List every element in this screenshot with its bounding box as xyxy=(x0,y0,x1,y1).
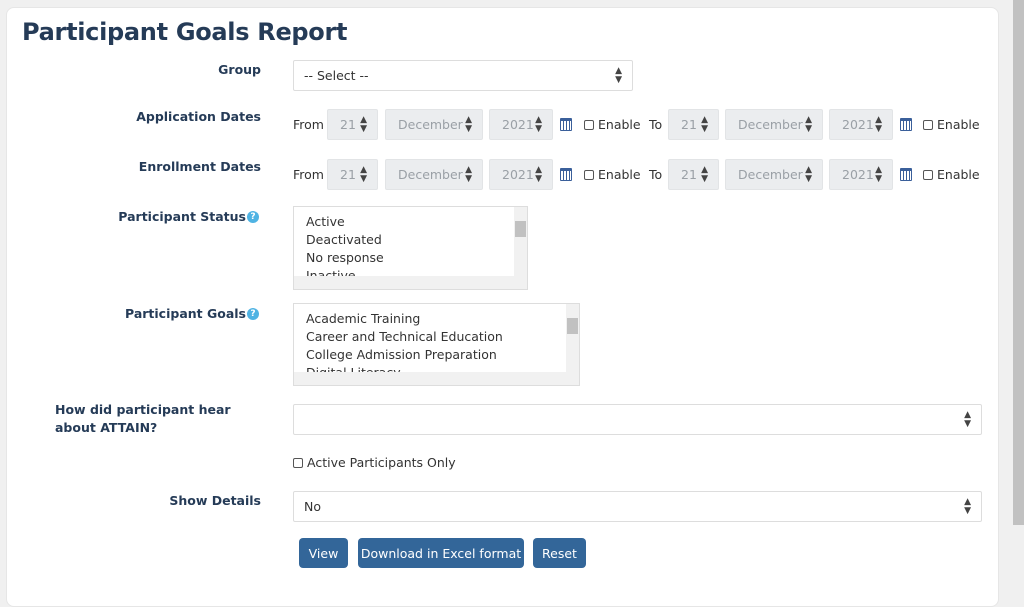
to-year-select[interactable]: 2021 ▲ ▼ xyxy=(829,109,893,140)
select-arrows-icon: ▲ ▼ xyxy=(964,496,971,516)
to-enable-checkbox[interactable]: Enable xyxy=(923,117,980,132)
from-enable-checkbox[interactable]: Enable xyxy=(584,117,641,132)
from-month-select[interactable]: December ▲ ▼ xyxy=(385,159,483,190)
from-day-select[interactable]: 21 ▲ ▼ xyxy=(327,159,378,190)
year-value: 2021 xyxy=(842,167,874,182)
select-arrows-icon: ▲ ▼ xyxy=(360,114,367,134)
list-option[interactable]: Career and Technical Education xyxy=(306,329,503,344)
from-day-select[interactable]: 21 ▲ ▼ xyxy=(327,109,378,140)
select-arrows-icon: ▲ ▼ xyxy=(701,114,708,134)
day-value: 21 xyxy=(340,117,356,132)
year-value: 2021 xyxy=(842,117,874,132)
group-select[interactable]: -- Select -- ▲ ▼ xyxy=(293,60,633,91)
month-value: December xyxy=(398,117,463,132)
from-enable-checkbox[interactable]: Enable xyxy=(584,167,641,182)
enable-label: Enable xyxy=(937,117,980,132)
enable-label: Enable xyxy=(937,167,980,182)
calendar-icon[interactable] xyxy=(560,168,572,181)
day-value: 21 xyxy=(681,167,697,182)
view-button[interactable]: View xyxy=(299,538,348,568)
checkbox-icon[interactable] xyxy=(584,170,594,180)
select-arrows-icon: ▲ ▼ xyxy=(875,114,882,134)
list-option[interactable]: College Admission Preparation xyxy=(306,347,497,362)
group-value: -- Select -- xyxy=(304,68,369,83)
select-arrows-icon: ▲ ▼ xyxy=(465,164,472,184)
select-arrows-icon: ▲ ▼ xyxy=(465,114,472,134)
select-arrows-icon: ▲ ▼ xyxy=(701,164,708,184)
enrollment-dates-label: Enrollment Dates xyxy=(138,159,261,174)
year-value: 2021 xyxy=(502,117,534,132)
from-label: From xyxy=(293,117,324,132)
list-option[interactable]: Active xyxy=(306,214,345,229)
active-only-label: Active Participants Only xyxy=(307,455,456,470)
hear-about-label: How did participant hear about ATTAIN? xyxy=(55,402,231,435)
calendar-icon[interactable] xyxy=(560,118,572,131)
from-month-select[interactable]: December ▲ ▼ xyxy=(385,109,483,140)
list-option[interactable]: No response xyxy=(306,250,384,265)
participant-goals-listbox[interactable]: Academic Training Career and Technical Ed… xyxy=(293,303,580,386)
page-title: Participant Goals Report xyxy=(22,18,348,46)
calendar-icon[interactable] xyxy=(900,168,912,181)
reset-button[interactable]: Reset xyxy=(533,538,586,568)
day-value: 21 xyxy=(681,117,697,132)
select-arrows-icon: ▲ ▼ xyxy=(360,164,367,184)
vertical-scrollbar[interactable] xyxy=(566,304,579,372)
enable-label: Enable xyxy=(598,167,641,182)
select-arrows-icon: ▲ ▼ xyxy=(805,164,812,184)
day-value: 21 xyxy=(340,167,356,182)
page-scrollbar[interactable] xyxy=(1013,0,1024,525)
participant-goals-label: Participant Goals xyxy=(125,306,246,321)
show-details-value: No xyxy=(304,499,321,514)
checkbox-icon[interactable] xyxy=(923,170,933,180)
from-year-select[interactable]: 2021 ▲ ▼ xyxy=(489,109,553,140)
download-excel-button[interactable]: Download in Excel format xyxy=(358,538,524,568)
enable-label: Enable xyxy=(598,117,641,132)
vertical-scrollbar[interactable] xyxy=(514,207,527,276)
hear-about-select[interactable]: ▲ ▼ xyxy=(293,404,982,435)
calendar-icon[interactable] xyxy=(900,118,912,131)
group-label: Group xyxy=(218,62,261,77)
from-label: From xyxy=(293,167,324,182)
to-label: To xyxy=(649,167,663,182)
help-icon[interactable]: ? xyxy=(247,308,259,320)
select-arrows-icon: ▲ ▼ xyxy=(535,114,542,134)
application-dates-label: Application Dates xyxy=(136,109,261,124)
month-value: December xyxy=(738,167,803,182)
select-arrows-icon: ▲ ▼ xyxy=(535,164,542,184)
checkbox-icon[interactable] xyxy=(293,458,303,468)
month-value: December xyxy=(738,117,803,132)
checkbox-icon[interactable] xyxy=(584,120,594,130)
month-value: December xyxy=(398,167,463,182)
year-value: 2021 xyxy=(502,167,534,182)
horizontal-scrollbar[interactable] xyxy=(294,276,527,289)
to-enable-checkbox[interactable]: Enable xyxy=(923,167,980,182)
show-details-label: Show Details xyxy=(169,493,261,508)
horizontal-scrollbar[interactable] xyxy=(294,372,579,385)
select-arrows-icon: ▲ ▼ xyxy=(805,114,812,134)
from-year-select[interactable]: 2021 ▲ ▼ xyxy=(489,159,553,190)
help-icon[interactable]: ? xyxy=(247,211,259,223)
to-month-select[interactable]: December ▲ ▼ xyxy=(725,159,823,190)
to-day-select[interactable]: 21 ▲ ▼ xyxy=(668,159,719,190)
select-arrows-icon: ▲ ▼ xyxy=(964,409,971,429)
checkbox-icon[interactable] xyxy=(923,120,933,130)
participant-status-label: Participant Status xyxy=(118,209,246,224)
to-day-select[interactable]: 21 ▲ ▼ xyxy=(668,109,719,140)
to-month-select[interactable]: December ▲ ▼ xyxy=(725,109,823,140)
list-option[interactable]: Deactivated xyxy=(306,232,382,247)
select-arrows-icon: ▲ ▼ xyxy=(875,164,882,184)
select-arrows-icon: ▲ ▼ xyxy=(615,65,622,85)
show-details-select[interactable]: No ▲ ▼ xyxy=(293,491,982,522)
list-option[interactable]: Academic Training xyxy=(306,311,421,326)
to-year-select[interactable]: 2021 ▲ ▼ xyxy=(829,159,893,190)
to-label: To xyxy=(649,117,663,132)
active-only-checkbox[interactable]: Active Participants Only xyxy=(293,455,456,470)
